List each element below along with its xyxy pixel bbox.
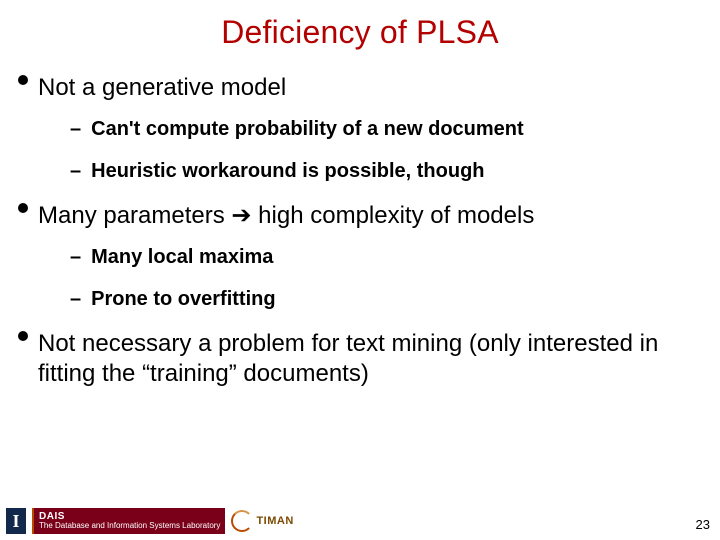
bullet-dot-icon	[18, 203, 28, 213]
dash-icon: –	[70, 159, 81, 183]
sub-bullet-text: Many local maxima	[91, 245, 273, 269]
timan-logo-text: TIMAN	[256, 515, 293, 527]
bullet-dot-icon	[18, 331, 28, 341]
bullet-level1: Not necessary a problem for text mining …	[18, 329, 702, 389]
footer-logos: I DAIS The Database and Information Syst…	[6, 508, 294, 534]
slide-body: Not a generative model – Can't compute p…	[0, 51, 720, 389]
dais-logo-subtitle: The Database and Information Systems Lab…	[39, 522, 220, 530]
bullet-level1: Many parameters ➔ high complexity of mod…	[18, 201, 702, 231]
dash-icon: –	[70, 245, 81, 269]
bullet-text: Not necessary a problem for text mining …	[38, 329, 702, 389]
bullet-block-2: Many parameters ➔ high complexity of mod…	[18, 201, 702, 311]
timan-logo: TIMAN	[231, 510, 293, 532]
slide: Deficiency of PLSA Not a generative mode…	[0, 0, 720, 540]
sub-bullet-text: Heuristic workaround is possible, though	[91, 159, 484, 183]
bullet-level1: Not a generative model	[18, 73, 702, 103]
dash-icon: –	[70, 117, 81, 141]
timan-swirl-icon	[231, 510, 253, 532]
sub-bullet-text: Prone to overfitting	[91, 287, 275, 311]
bullet-dot-icon	[18, 75, 28, 85]
illinois-logo-icon: I	[6, 508, 26, 534]
page-number: 23	[696, 517, 710, 532]
sub-bullet: – Can't compute probability of a new doc…	[70, 117, 702, 141]
dais-logo: DAIS The Database and Information System…	[32, 508, 225, 534]
bullet-sublist: – Many local maxima – Prone to overfitti…	[18, 245, 702, 311]
sub-bullet-text: Can't compute probability of a new docum…	[91, 117, 524, 141]
bullet-block-1: Not a generative model – Can't compute p…	[18, 73, 702, 183]
bullet-text: Many parameters ➔ high complexity of mod…	[38, 201, 534, 231]
bullet-block-3: Not necessary a problem for text mining …	[18, 329, 702, 389]
bullet-sublist: – Can't compute probability of a new doc…	[18, 117, 702, 183]
sub-bullet: – Many local maxima	[70, 245, 702, 269]
dash-icon: –	[70, 287, 81, 311]
sub-bullet: – Heuristic workaround is possible, thou…	[70, 159, 702, 183]
bullet-text: Not a generative model	[38, 73, 286, 103]
sub-bullet: – Prone to overfitting	[70, 287, 702, 311]
slide-title: Deficiency of PLSA	[0, 0, 720, 51]
